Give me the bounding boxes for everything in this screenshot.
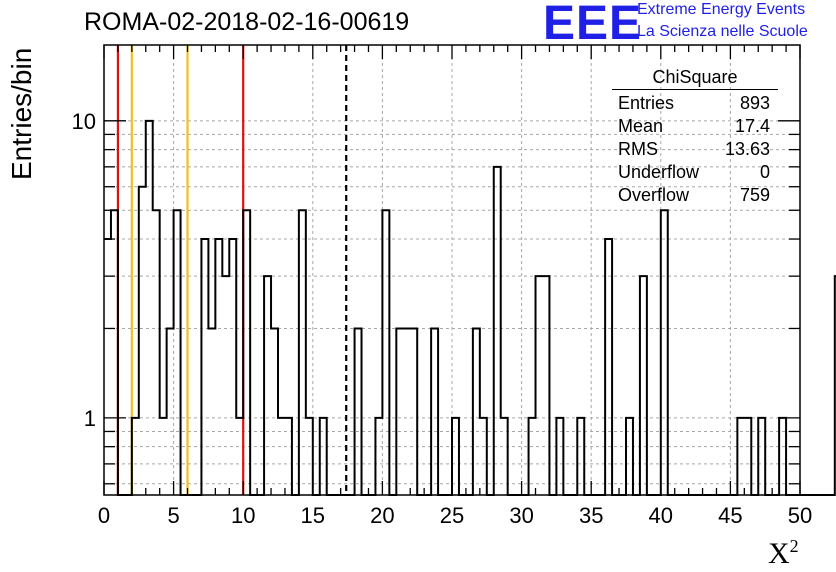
x-axis-label-sup: 2 xyxy=(789,536,799,556)
histogram-series xyxy=(104,119,836,496)
x-tick-label: 35 xyxy=(579,503,603,528)
axis-tick-labels: 0 5 10 15 20 25 30 35 40 45 50 1 10 xyxy=(72,109,813,528)
y-axis-label: Entries/bin xyxy=(6,47,37,180)
stats-box: ChiSquare Entries 893 Mean 17.4 RMS 13.63 U… xyxy=(612,67,778,207)
x-axis-label-base: X xyxy=(768,537,790,570)
axis-ticks xyxy=(103,45,801,495)
x-tick-label: 30 xyxy=(509,503,533,528)
stats-value: 0 xyxy=(759,162,770,182)
y-tick-label: 10 xyxy=(72,109,96,134)
stats-value: 759 xyxy=(739,185,770,205)
stats-label: RMS xyxy=(618,139,658,159)
logo-line-2: La Scienza nelle Scuole xyxy=(637,23,808,40)
logo-line-1: Extreme Energy Events xyxy=(637,1,806,18)
x-axis-label: X2 xyxy=(768,536,799,571)
stats-value: 17.4 xyxy=(734,116,770,136)
stats-label: Entries xyxy=(618,93,675,113)
x-tick-label: 10 xyxy=(231,503,255,528)
x-tick-label: 15 xyxy=(301,503,325,528)
y-tick-label: 1 xyxy=(84,406,96,431)
stats-title: ChiSquare xyxy=(612,67,778,90)
stats-row-overflow: Overflow 759 xyxy=(612,184,778,207)
stats-label: Overflow xyxy=(618,185,690,205)
x-tick-label: 25 xyxy=(440,503,464,528)
eee-logo: EEE xyxy=(543,0,643,50)
stats-row-mean: Mean 17.4 xyxy=(612,115,778,138)
stats-row-underflow: Underflow 0 xyxy=(612,161,778,184)
stats-value: 13.63 xyxy=(724,139,770,159)
x-tick-label: 20 xyxy=(370,503,394,528)
stats-row-entries: Entries 893 xyxy=(612,92,778,115)
x-tick-label: 40 xyxy=(649,503,673,528)
stats-label: Underflow xyxy=(618,162,700,182)
x-tick-label: 45 xyxy=(718,503,742,528)
x-tick-label: 5 xyxy=(167,503,179,528)
stats-row-rms: RMS 13.63 xyxy=(612,138,778,161)
x-tick-label: 50 xyxy=(788,503,812,528)
stats-value: 893 xyxy=(739,93,770,113)
chart-title: ROMA-02-2018-02-16-00619 xyxy=(84,8,410,36)
stats-label: Mean xyxy=(618,116,664,136)
x-tick-label: 0 xyxy=(98,503,110,528)
